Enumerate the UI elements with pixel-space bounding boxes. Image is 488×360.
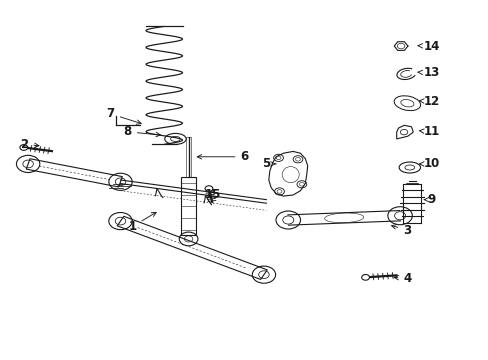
Text: 13: 13 [417,66,439,79]
Text: 7: 7 [106,107,141,124]
Text: 15: 15 [204,188,221,201]
Text: 10: 10 [419,157,439,170]
Text: 6: 6 [197,150,248,163]
Text: 8: 8 [123,125,160,138]
Text: 3: 3 [391,224,410,237]
Circle shape [20,145,28,150]
Text: 11: 11 [419,125,439,138]
Text: 2: 2 [20,138,39,151]
Text: 14: 14 [417,40,439,53]
Text: 1: 1 [128,212,156,233]
Text: 9: 9 [424,193,435,206]
Text: 5: 5 [262,157,276,170]
Text: 12: 12 [419,95,439,108]
Circle shape [204,186,212,192]
Circle shape [361,274,369,280]
Text: 4: 4 [393,272,411,285]
Bar [181,177,196,235]
